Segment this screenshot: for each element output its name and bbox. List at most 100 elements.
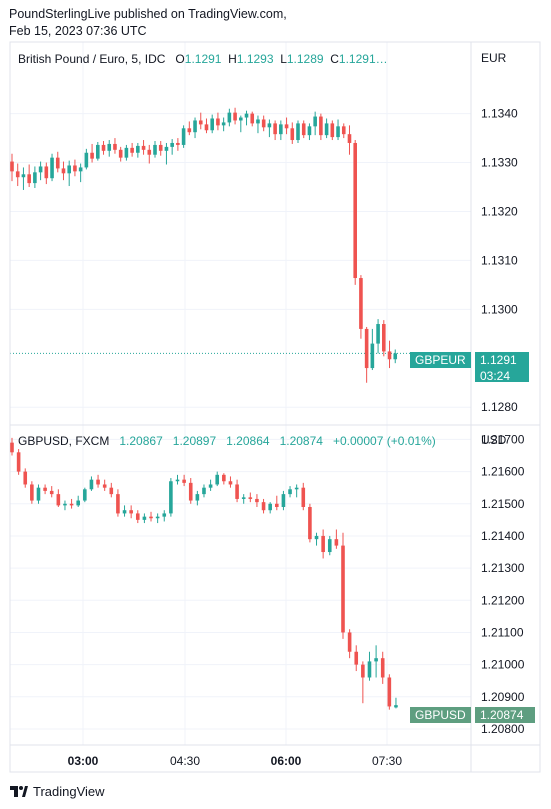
time-label-0730: 07:30 bbox=[371, 754, 403, 768]
symbol-tag-gbpusd: GBPUSD bbox=[410, 707, 471, 723]
candle-body bbox=[27, 174, 31, 184]
candle bbox=[216, 112, 220, 131]
candle-body bbox=[222, 474, 226, 482]
candle bbox=[49, 486, 54, 498]
candle-body bbox=[142, 516, 147, 520]
candle bbox=[67, 160, 71, 187]
candle-body bbox=[149, 516, 153, 519]
candle bbox=[294, 484, 299, 498]
candle bbox=[141, 140, 146, 155]
open-label: O bbox=[175, 52, 185, 66]
candle bbox=[129, 505, 133, 519]
candle-body bbox=[301, 487, 306, 507]
candle-body bbox=[109, 487, 114, 495]
candle-body bbox=[319, 116, 323, 136]
candle bbox=[347, 125, 352, 155]
candle-body bbox=[347, 632, 352, 652]
close-value: 1.20874 bbox=[279, 434, 323, 448]
candle-body bbox=[78, 167, 83, 172]
price-tag-gbpeur: 1.1291 03:24 bbox=[475, 352, 529, 383]
candle-body bbox=[239, 117, 243, 121]
low-label: L bbox=[280, 52, 287, 66]
tradingview-logo-icon bbox=[10, 785, 28, 798]
chart-frame bbox=[9, 41, 541, 773]
candle-body bbox=[244, 113, 249, 118]
candle-body bbox=[198, 120, 203, 125]
candle-body bbox=[354, 651, 359, 665]
candle-body bbox=[76, 500, 80, 506]
candle bbox=[239, 115, 243, 133]
candle bbox=[281, 490, 286, 511]
candle-body bbox=[290, 128, 295, 141]
candle bbox=[83, 487, 87, 503]
candle-body bbox=[267, 123, 272, 128]
candle bbox=[324, 118, 329, 139]
candle bbox=[319, 113, 323, 141]
candle bbox=[241, 494, 246, 504]
candle bbox=[380, 651, 385, 684]
candle bbox=[153, 141, 157, 158]
candle-body bbox=[364, 328, 369, 369]
candle bbox=[73, 159, 77, 177]
candle-body bbox=[136, 145, 140, 153]
candle-body bbox=[43, 487, 47, 491]
candle-body bbox=[30, 484, 34, 501]
candle bbox=[382, 320, 386, 357]
y-tick-label: 1.21400 bbox=[481, 529, 525, 543]
y-tick-label: 1.1340 bbox=[481, 107, 518, 121]
candle-body bbox=[248, 497, 253, 499]
candle-body bbox=[250, 113, 255, 124]
candle bbox=[387, 674, 392, 710]
candle bbox=[176, 138, 180, 151]
candle bbox=[307, 123, 312, 141]
candle-body bbox=[235, 484, 239, 499]
candle bbox=[135, 510, 140, 524]
candle-body bbox=[281, 494, 286, 507]
candle-body bbox=[380, 658, 385, 678]
candle-body bbox=[90, 152, 94, 159]
candle-body bbox=[288, 489, 292, 495]
low-value: 1.20864 bbox=[226, 434, 270, 448]
candle-body bbox=[347, 134, 352, 143]
candle-body bbox=[321, 535, 325, 553]
candle-body bbox=[10, 161, 14, 172]
candle bbox=[288, 486, 292, 498]
candle-body bbox=[130, 147, 134, 153]
candle-body bbox=[327, 539, 332, 553]
candle bbox=[193, 117, 197, 139]
y-tick-label: 1.20800 bbox=[481, 722, 525, 736]
candle bbox=[301, 120, 306, 139]
candle bbox=[367, 651, 372, 681]
candle bbox=[101, 141, 106, 155]
candle-body bbox=[255, 498, 259, 503]
candle bbox=[268, 502, 272, 514]
candle bbox=[155, 513, 160, 524]
candle-body bbox=[314, 535, 319, 540]
price-tag-gbpusd: 1.20874 bbox=[475, 707, 535, 723]
y-tick-label: 1.21000 bbox=[481, 658, 525, 672]
candle bbox=[393, 349, 398, 364]
candle bbox=[336, 119, 340, 141]
candle bbox=[181, 125, 186, 148]
candle bbox=[290, 122, 295, 144]
candle bbox=[359, 275, 363, 339]
candle bbox=[16, 449, 21, 475]
candle-body bbox=[195, 494, 200, 501]
time-label-0300: 03:00 bbox=[67, 754, 99, 768]
candle bbox=[187, 121, 192, 136]
currency-usd: USD bbox=[481, 433, 507, 447]
candle-body bbox=[330, 123, 335, 138]
candle-body bbox=[241, 497, 246, 499]
candle-body bbox=[307, 126, 312, 136]
candle-body bbox=[394, 705, 398, 708]
candle bbox=[321, 529, 325, 559]
candle-body bbox=[55, 157, 60, 169]
candle bbox=[248, 492, 253, 503]
candle bbox=[21, 167, 26, 190]
candle-body bbox=[162, 513, 167, 517]
candle-body bbox=[215, 474, 220, 485]
candle-body bbox=[202, 487, 206, 495]
tradingview-footer[interactable]: TradingView bbox=[10, 784, 105, 799]
y-tick-label: 1.1320 bbox=[481, 204, 518, 218]
